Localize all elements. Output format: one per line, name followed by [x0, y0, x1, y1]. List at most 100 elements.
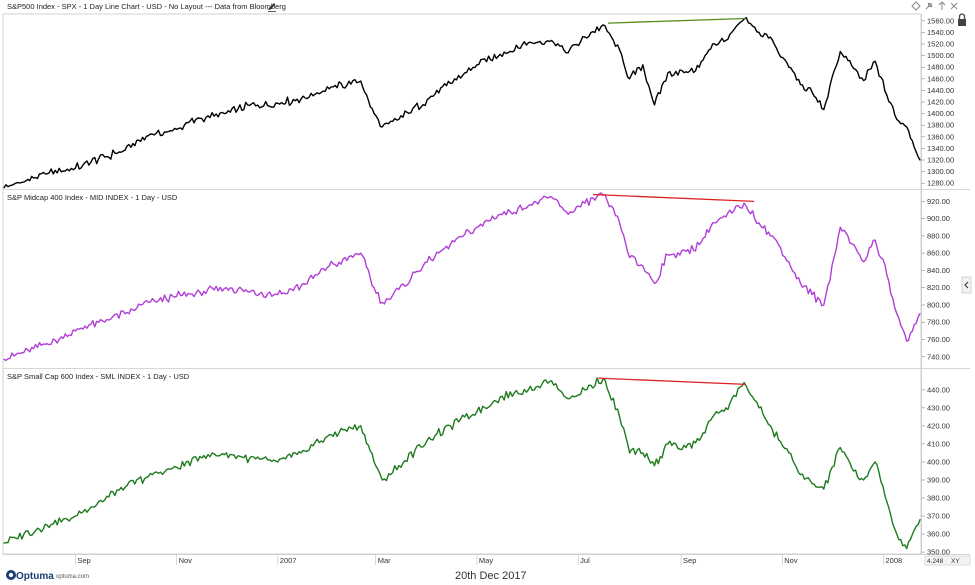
y-tick-label: 420.00 [927, 421, 950, 430]
data-point [863, 479, 865, 481]
data-point [906, 547, 908, 550]
y-tick-label: 1440.00 [927, 86, 954, 95]
panel-2: 350.00 360.00 370.00 380.00 390.00 400.00 410.… [3, 377, 950, 557]
brand-url[interactable]: optuma.com [56, 574, 89, 580]
series-line[interactable] [3, 377, 921, 550]
data-point [476, 64, 478, 66]
y-tick-label: 1340.00 [927, 144, 954, 153]
data-point [176, 295, 178, 297]
data-point [886, 274, 888, 276]
data-point [919, 313, 921, 315]
diamond-icon[interactable] [911, 1, 921, 11]
data-point [602, 24, 604, 26]
data-point [527, 389, 530, 391]
data-point [551, 39, 553, 42]
data-point [685, 71, 687, 73]
data-point [3, 542, 5, 544]
pin-icon[interactable] [925, 2, 933, 10]
data-point [653, 465, 656, 467]
optuma-logo [6, 570, 16, 580]
data-point [46, 343, 48, 345]
divergence-trendline[interactable] [598, 377, 746, 386]
data-point [667, 72, 669, 74]
data-point [124, 313, 126, 315]
y-tick-label: 410.00 [927, 439, 950, 448]
data-point [725, 216, 727, 218]
data-point [823, 488, 825, 490]
x-tick-label: Sep [683, 556, 696, 565]
data-point [811, 91, 813, 93]
data-point [567, 213, 569, 215]
y-tick-label: 400.00 [927, 457, 950, 466]
data-point [886, 501, 888, 503]
up-arrow-icon[interactable] [938, 1, 946, 10]
series-line[interactable] [3, 192, 921, 361]
y-tick-label: 1500.00 [927, 51, 954, 60]
y-tick-label: 1360.00 [927, 132, 954, 141]
plot-area [2, 13, 922, 555]
data-point [823, 304, 825, 306]
data-point [567, 398, 569, 400]
y-tick-label: 740.00 [927, 352, 950, 361]
data-point [360, 80, 362, 82]
data-point [567, 52, 569, 54]
data-point [725, 39, 727, 42]
data-point [919, 159, 921, 161]
data-point [874, 461, 876, 463]
data-point [199, 455, 201, 458]
data-point [328, 88, 330, 90]
data-point [277, 294, 279, 296]
data-point [685, 250, 687, 252]
data-point [725, 407, 727, 409]
data-point [896, 313, 898, 315]
data-point [584, 36, 586, 38]
data-point [642, 64, 644, 66]
x-tick-label: 2008 [885, 556, 902, 565]
data-point [629, 256, 631, 259]
data-point [98, 501, 100, 503]
x-tick-label: Mar [378, 556, 391, 565]
y-tick-label: 370.00 [927, 512, 950, 521]
data-point [3, 187, 5, 189]
data-point [667, 443, 669, 445]
pencil-icon[interactable] [268, 3, 276, 12]
y-tick-label: 350.00 [927, 548, 950, 557]
data-point [799, 474, 802, 476]
y-tick-label: 880.00 [927, 231, 950, 240]
panel-title-spx: S&P500 Index - SPX - 1 Day Line Chart - … [7, 2, 286, 11]
y-tick-label: 430.00 [927, 403, 950, 412]
data-point [249, 104, 251, 107]
corner-readout-box [924, 555, 971, 566]
y-tick-label: 1400.00 [927, 109, 954, 118]
data-point [758, 222, 760, 224]
data-point [896, 533, 898, 535]
data-point [743, 382, 745, 384]
footer-date: 20th Dec 2017 [455, 570, 527, 582]
series-line[interactable] [3, 16, 921, 189]
divergence-trendline[interactable] [607, 17, 746, 24]
data-point [476, 410, 478, 413]
close-icon[interactable] [950, 2, 958, 10]
y-tick-label: 1540.00 [927, 28, 954, 37]
data-point [584, 389, 586, 391]
data-point [328, 434, 330, 436]
collapse-arrow-icon[interactable] [961, 276, 972, 294]
data-point [176, 466, 178, 468]
data-point [381, 301, 383, 303]
data-point [398, 288, 400, 290]
x-tick-label: Nov [784, 556, 798, 565]
y-tick-label: 800.00 [927, 300, 950, 309]
data-point [499, 396, 501, 398]
data-point [839, 446, 841, 449]
data-point [629, 452, 631, 454]
divergence-trendline[interactable] [593, 193, 755, 203]
corner-xy-toggle[interactable]: XY [951, 558, 960, 565]
data-point [300, 98, 302, 100]
y-tick-label: 1560.00 [927, 16, 954, 25]
lock-icon[interactable] [958, 13, 966, 26]
data-point [874, 239, 876, 241]
data-point [771, 428, 773, 431]
y-tick-label: 780.00 [927, 318, 950, 327]
data-point [839, 50, 841, 53]
